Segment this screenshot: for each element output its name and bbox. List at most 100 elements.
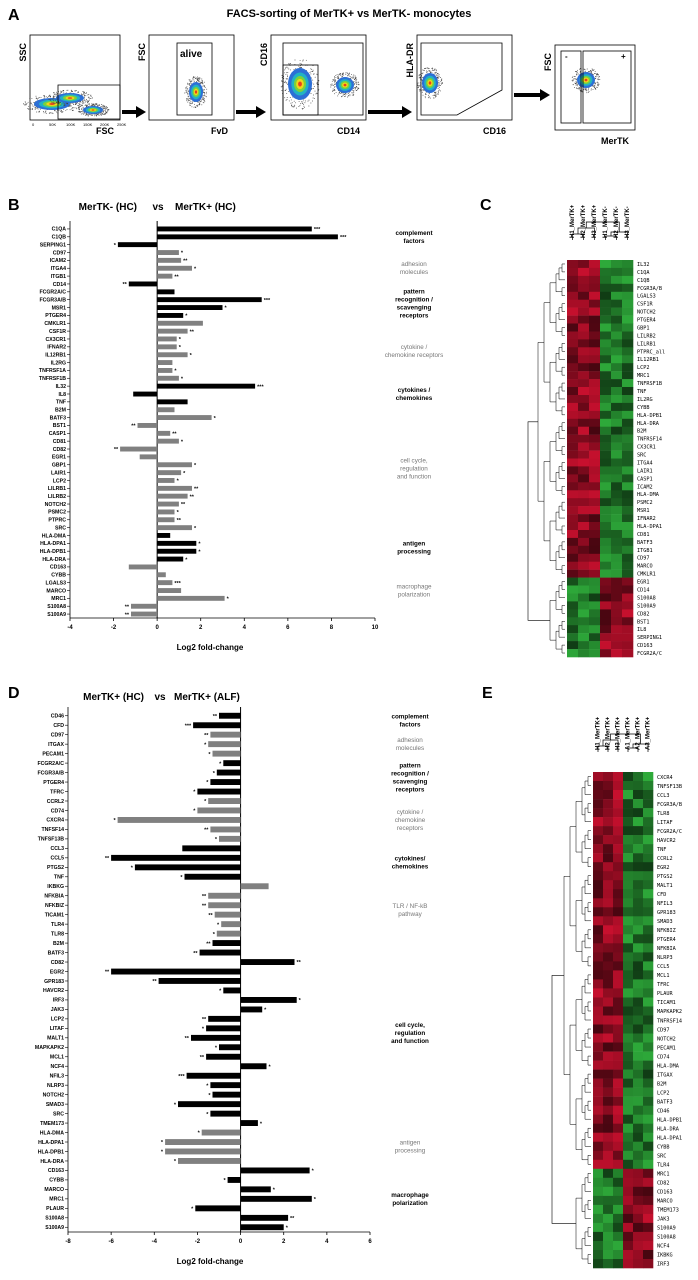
- facs-event: [593, 86, 595, 88]
- facs-event: [295, 107, 297, 109]
- significance-marker: *: [215, 1045, 218, 1051]
- facs-event: [422, 72, 424, 74]
- heatmap-cell: [600, 450, 612, 459]
- facs-event: [61, 103, 63, 105]
- facs-event: [293, 105, 295, 107]
- row-dendrogram-branch: [569, 826, 576, 927]
- function-group-label: and function: [397, 474, 432, 481]
- significance-marker: *: [198, 549, 201, 555]
- function-group-label: factors: [404, 238, 425, 245]
- heatmap-cell: [593, 1150, 604, 1161]
- heatmap-cell: [623, 1006, 634, 1016]
- heatmap-cell: [567, 315, 579, 324]
- heatmap-cell: [578, 315, 590, 324]
- heatmap-cell: [593, 1114, 604, 1124]
- bar-il8: [133, 391, 158, 397]
- function-group-label: and function: [391, 1038, 429, 1045]
- facs-event: [335, 80, 337, 82]
- facs-event: [334, 88, 336, 90]
- heatmap-cell: [578, 402, 590, 412]
- facs-event: [286, 72, 288, 74]
- category-label-ncf4: NCF4: [50, 1064, 64, 1070]
- category-label-src: SRC: [53, 1111, 64, 1117]
- significance-marker: *: [204, 799, 207, 805]
- bar-cd163: [128, 564, 158, 570]
- heatmap-cell: [643, 1069, 654, 1079]
- facs-event: [579, 68, 581, 70]
- facs-event: [594, 84, 596, 86]
- function-group-label: processing: [395, 1148, 426, 1155]
- facs-event: [358, 83, 360, 85]
- heatmap-cell: [633, 1259, 644, 1269]
- heatmap-cell: [622, 402, 634, 412]
- heatmap-cell: [613, 880, 624, 890]
- heatmap-cell: [623, 862, 634, 872]
- facs-event: [592, 69, 594, 71]
- bar-hla-dpa1: [165, 1139, 241, 1145]
- facs-event: [36, 111, 38, 113]
- facs-event: [284, 72, 286, 74]
- facs-event: [441, 79, 443, 81]
- significance-marker: *: [214, 416, 217, 422]
- facs-event: [35, 97, 37, 99]
- facs-event: [285, 73, 287, 75]
- heatmap-cell: [593, 916, 604, 926]
- bar-nfkbiz: [208, 902, 241, 909]
- facs-event: [358, 88, 360, 90]
- facs-event: [52, 100, 54, 102]
- facs-event: [590, 89, 592, 91]
- row-dendrogram-branch: [561, 366, 565, 376]
- heatmap-cell: [623, 1015, 634, 1025]
- facs-event: [302, 108, 303, 110]
- significance-marker: **: [123, 282, 128, 288]
- facs-event: [186, 98, 188, 99]
- facs-event: [191, 80, 192, 82]
- facs-event: [191, 101, 193, 103]
- heatmap-cell: [578, 522, 590, 531]
- row-dendrogram-branch: [569, 1024, 576, 1125]
- facs-event: [73, 107, 75, 109]
- facs-event: [193, 76, 195, 78]
- facs-event: [316, 73, 318, 75]
- x-tick-label: -4: [67, 625, 73, 631]
- heatmap-cell: [603, 925, 614, 935]
- facs-event: [351, 76, 353, 78]
- heatmap-row-hla-dra: HLA-DRA: [637, 421, 660, 427]
- significance-marker: *: [177, 510, 180, 516]
- heatmap-cell: [593, 1069, 604, 1079]
- facs-event: [291, 102, 293, 104]
- heatmap-row-cd14: CD14: [637, 588, 650, 594]
- heatmap-cell: [622, 379, 634, 388]
- heatmap-cell: [643, 1250, 654, 1260]
- facs-event: [285, 66, 287, 68]
- heatmap-cell: [578, 490, 590, 499]
- row-dendrogram-branch: [563, 876, 570, 1075]
- heatmap-cell: [567, 339, 579, 348]
- category-label-notch2: NOTCH2: [43, 1092, 64, 1098]
- facs-event: [34, 107, 36, 108]
- facs-density-contour: [91, 109, 95, 111]
- heatmap-cell: [613, 808, 624, 818]
- heatmap-row-cd74: CD74: [657, 1054, 670, 1060]
- heatmap-cell: [567, 275, 579, 285]
- heatmap-cell: [567, 291, 579, 300]
- facs-event: [302, 60, 304, 62]
- heatmap-cell: [633, 1177, 644, 1188]
- facs-event: [351, 73, 352, 75]
- heatmap-cell: [622, 410, 634, 420]
- heatmap-cell: [593, 1006, 604, 1016]
- facs-event: [353, 74, 355, 76]
- facs-event: [335, 75, 337, 77]
- heatmap-cell: [611, 395, 623, 404]
- heatmap-row-il8: IL8: [637, 627, 646, 633]
- heatmap-cell: [633, 916, 644, 926]
- category-label-serping1: SERPING1: [40, 242, 66, 248]
- facs-event: [429, 97, 431, 99]
- facs-event: [416, 83, 418, 85]
- heatmap-cell: [600, 307, 612, 316]
- facs-event: [287, 67, 289, 69]
- heatmap-cell: [643, 1168, 654, 1179]
- heatmap-cell: [589, 593, 601, 602]
- significance-marker: **: [125, 604, 130, 610]
- heatmap-cell: [593, 772, 604, 782]
